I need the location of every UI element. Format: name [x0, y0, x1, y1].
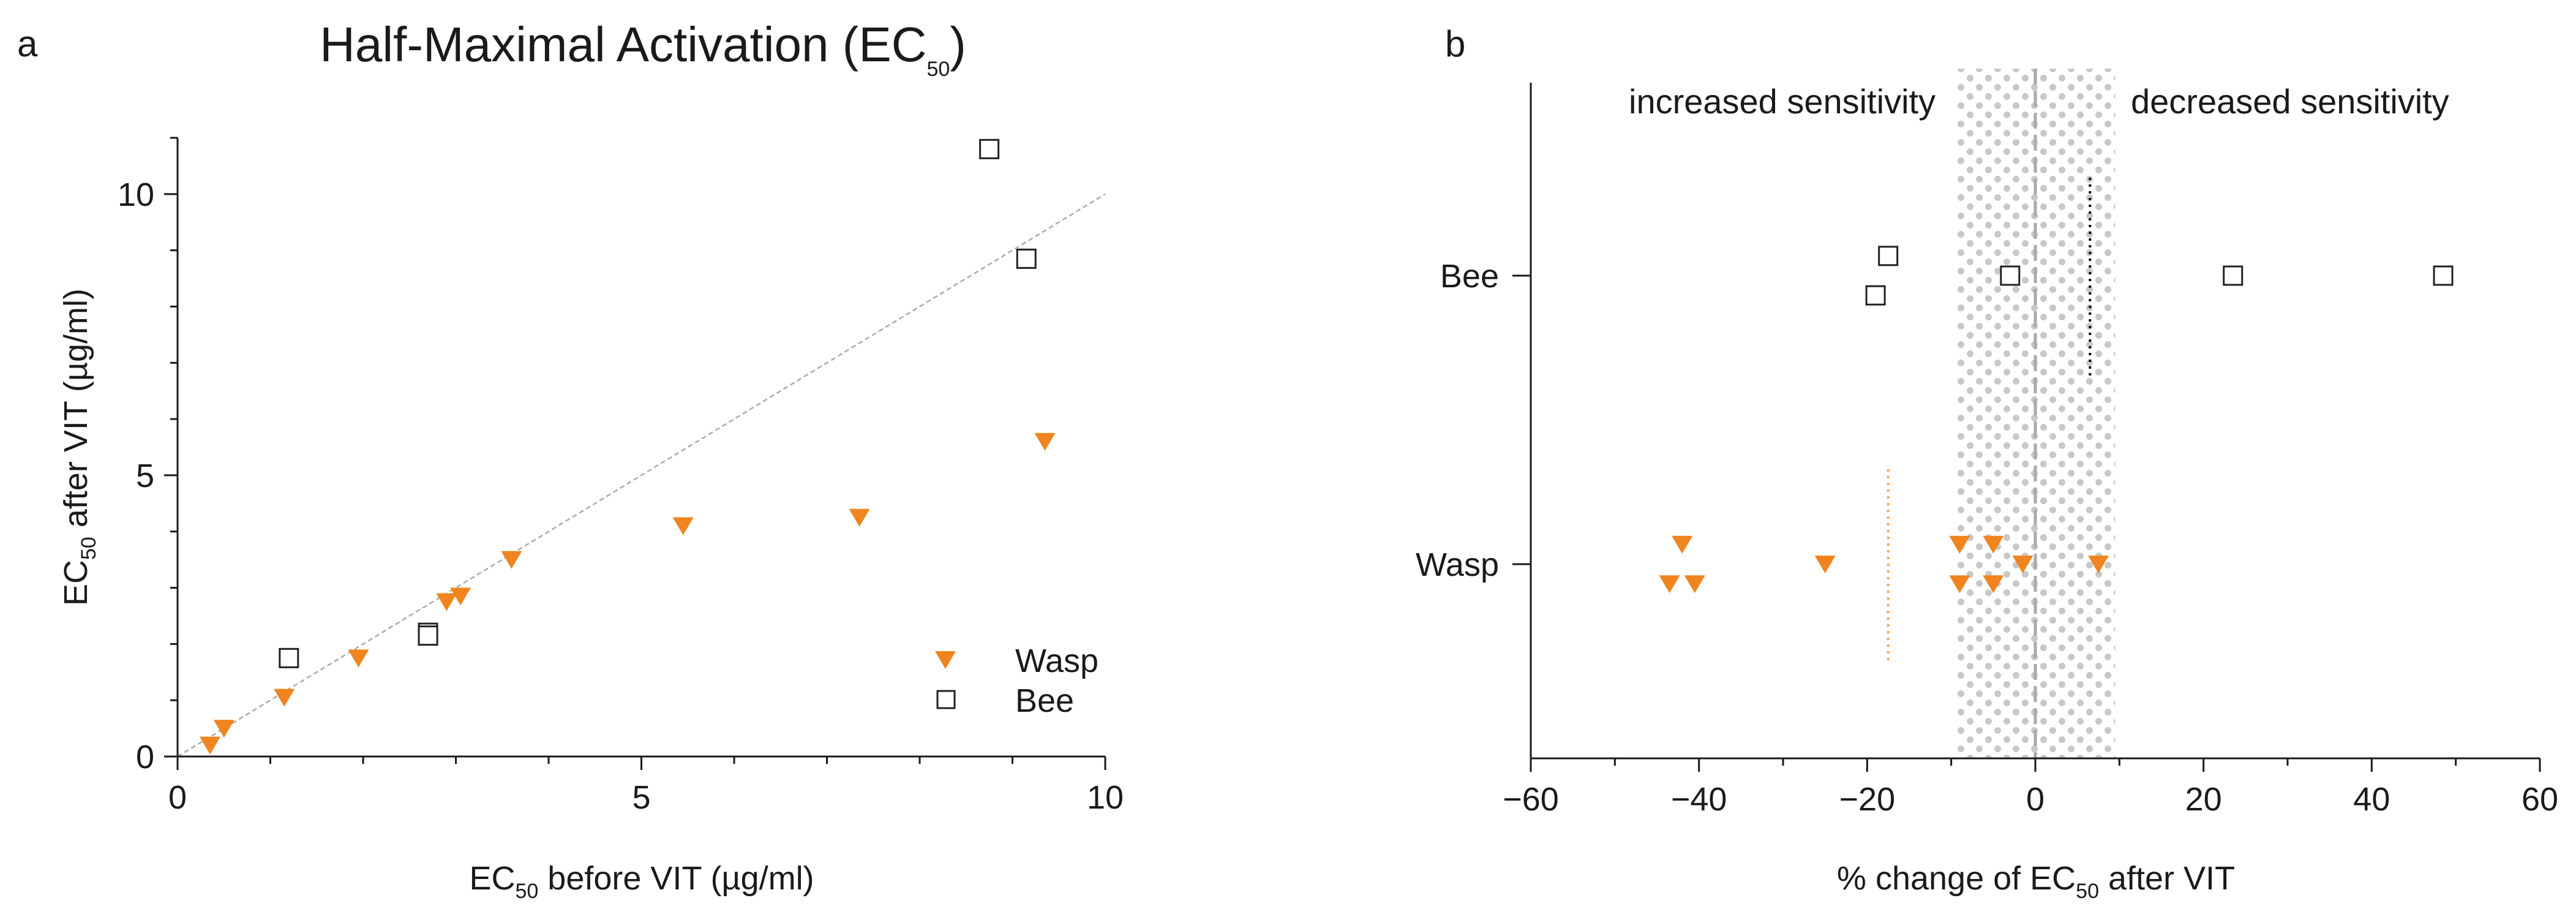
bee-point: [1016, 248, 1037, 269]
panel-b: b −60 −40 −20 0 20 40 60 Bee Wasp increased sens…: [1416, 23, 2558, 903]
b-x-tick-label: 60: [2522, 781, 2558, 818]
panel-b-ticks: −60 −40 −20 0 20 40 60 Bee Wasp: [1416, 258, 2558, 818]
xlabel-subscript: 50: [515, 880, 538, 903]
bee-change-point: [2433, 265, 2454, 286]
xlabel-prefix: EC: [469, 860, 515, 897]
b-xlabel-prefix: % change of EC: [1837, 860, 2076, 897]
legend-bee-label: Bee: [1015, 682, 1074, 719]
title-prefix: Half-Maximal Activation (EC: [320, 17, 926, 72]
x-tick-label: 5: [632, 779, 650, 816]
panel-b-x-axis-title: % change of EC50 after VIT: [1837, 860, 2235, 903]
x-tick-label: 0: [168, 779, 187, 816]
b-x-tick-label: 20: [2185, 781, 2222, 818]
b-x-tick-label: −60: [1503, 781, 1559, 818]
category-label-bee: Bee: [1440, 258, 1499, 295]
wasp-change-point: [1983, 535, 2004, 554]
ylabel-suffix: after VIT (µg/ml): [58, 289, 94, 537]
legend-wasp-marker: [935, 651, 956, 669]
b-x-tick-label: 40: [2353, 781, 2390, 818]
wasp-point: [1034, 432, 1056, 451]
xlabel-suffix: before VIT (µg/ml): [538, 860, 814, 897]
b-x-tick-label: −20: [1839, 781, 1896, 818]
legend-wasp-label: Wasp: [1015, 643, 1098, 679]
b-x-tick-label: −40: [1671, 781, 1727, 818]
wasp-change-point: [1684, 575, 1705, 594]
b-xlabel-suffix: after VIT: [2099, 860, 2235, 897]
wasp-point: [672, 517, 694, 535]
decreased-sensitivity-label: decreased sensitivity: [2131, 82, 2449, 121]
panel-a-letter: a: [17, 23, 38, 64]
panel-a: a Half-Maximal Activation (EC50) 0 5 10051…: [17, 17, 1124, 903]
category-label-wasp: Wasp: [1416, 546, 1499, 583]
title-suffix: ): [950, 17, 966, 72]
panel-a-y-axis-title: EC50 after VIT (µg/ml): [58, 289, 100, 606]
wasp-point: [274, 689, 295, 707]
ylabel-subscript: 50: [77, 537, 100, 560]
bee-change-point: [1865, 285, 1886, 306]
wasp-change-point: [1672, 535, 1693, 554]
legend-bee-marker: [936, 690, 956, 709]
wasp-point: [213, 720, 235, 738]
wasp-change-point: [1814, 556, 1836, 573]
wasp-change-point: [2088, 556, 2109, 573]
panel-b-letter: b: [1445, 23, 1465, 64]
bee-point: [418, 625, 438, 646]
bee-change-point: [1878, 246, 1899, 266]
title-subscript: 50: [926, 58, 950, 81]
panel-a-legend: Wasp Bee: [935, 643, 1098, 719]
panel-b-plot-area: [1659, 69, 2454, 758]
bee-point: [979, 138, 1000, 159]
y-tick-label: 5: [136, 458, 154, 494]
ylabel-prefix: EC: [58, 560, 94, 606]
y-tick-label: 0: [136, 739, 154, 775]
wasp-point: [450, 587, 471, 606]
panel-a-x-axis-title: EC50 before VIT (µg/ml): [469, 860, 814, 903]
bee-change-point: [2223, 265, 2244, 286]
wasp-point: [348, 649, 369, 668]
wasp-point: [501, 551, 522, 569]
panel-a-title: Half-Maximal Activation (EC50): [320, 17, 966, 81]
wasp-change-point: [2012, 556, 2033, 573]
wasp-change-point: [1659, 575, 1680, 594]
identity-line: [177, 193, 1106, 758]
wasp-change-point: [1949, 575, 1970, 594]
wasp-change-point: [1949, 535, 1970, 554]
wasp-point: [200, 736, 221, 755]
x-tick-label: 10: [1087, 779, 1124, 816]
increased-sensitivity-label: increased sensitivity: [1629, 82, 1936, 121]
y-tick-label: 10: [118, 176, 154, 213]
bee-point: [279, 647, 299, 668]
panel-a-ticks: 0 5 10 0 5 10: [118, 137, 1124, 816]
wasp-point: [436, 593, 457, 611]
panel-a-plot-area: [177, 138, 1106, 758]
wasp-point: [849, 508, 870, 527]
wasp-change-point: [1983, 575, 2004, 594]
bee-change-point: [2000, 265, 2021, 286]
b-x-tick-label: 0: [2026, 781, 2045, 818]
b-xlabel-subscript: 50: [2076, 880, 2099, 903]
